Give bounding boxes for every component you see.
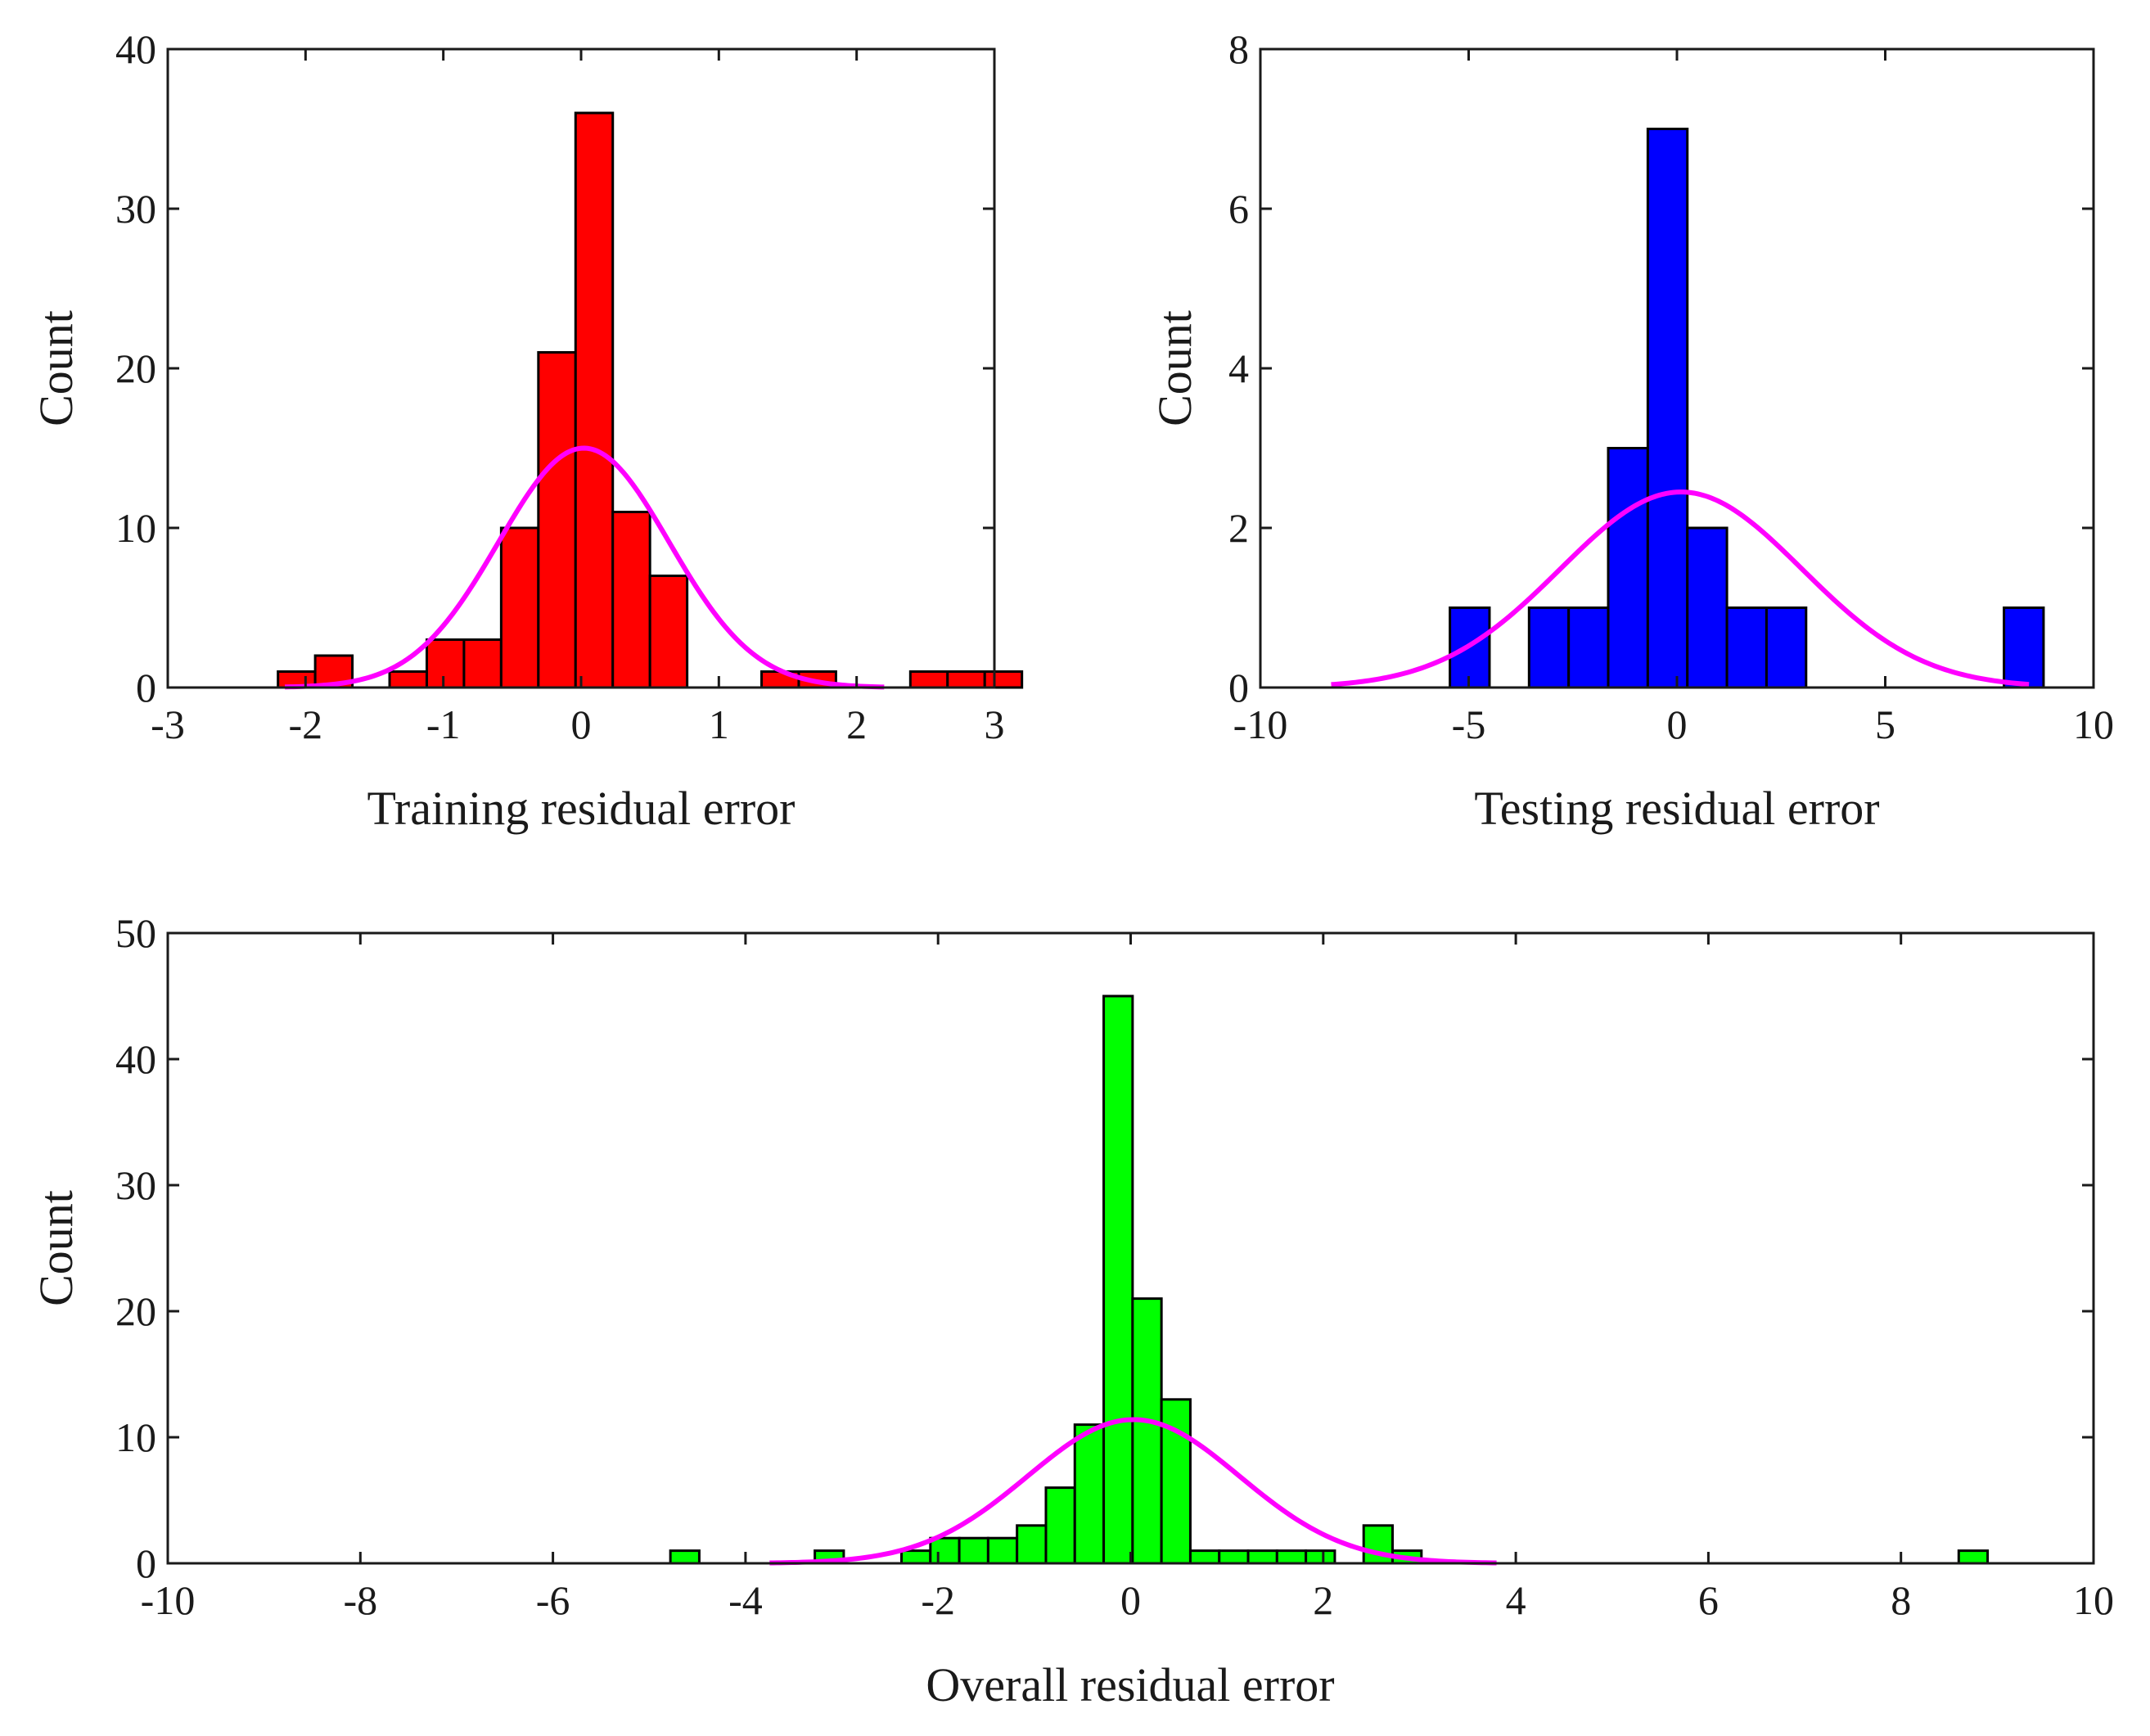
overall-x-tick-label-9: 8 <box>1891 1577 1911 1623</box>
training-bar-5 <box>499 526 540 689</box>
overall-bars <box>669 994 1990 1565</box>
testing-bar-3 <box>1607 447 1649 689</box>
overall-bar-14 <box>1246 1549 1278 1565</box>
overall-x-tick-label-4: -2 <box>921 1577 955 1623</box>
training-bar-2 <box>388 670 428 689</box>
overall-histogram-panel: -10 -8 -6 -4 -2 0 2 4 6 8 10 0 10 20 30 40 50 Overall re… <box>29 910 2114 1711</box>
testing-bar-2 <box>1567 606 1610 689</box>
testing-bar-7 <box>1765 606 1808 689</box>
overall-fit-curve <box>769 1417 1497 1566</box>
overall-y-tick-label-4: 40 <box>115 1036 156 1082</box>
overall-bar-12 <box>1188 1549 1221 1565</box>
testing-bar-8 <box>2003 606 2045 689</box>
overall-x-tick-label-7: 4 <box>1506 1577 1526 1623</box>
training-y-tick-label-1: 10 <box>115 505 156 551</box>
testing-x-tick-label-0: -10 <box>1233 701 1288 747</box>
overall-y-axis-title: Count <box>29 1190 83 1306</box>
testing-x-tick-label-4: 10 <box>2073 701 2114 747</box>
overall-bar-2 <box>899 1549 932 1565</box>
overall-bar-10 <box>1131 1297 1163 1565</box>
overall-y-tick-label-3: 30 <box>115 1162 156 1208</box>
testing-x-tick-label-3: 5 <box>1875 701 1895 747</box>
testing-histogram-panel: -10 -5 0 5 10 0 2 4 6 8 Testing residual error Co… <box>1148 26 2114 835</box>
training-y-tick-label-2: 20 <box>115 345 156 391</box>
training-bar-13 <box>946 670 986 689</box>
testing-y-tick-label-4: 8 <box>1228 26 1249 72</box>
overall-x-tick-label-5: 0 <box>1120 1577 1141 1623</box>
training-fit-curve <box>285 445 885 690</box>
training-bar-7 <box>574 111 615 689</box>
training-bar-9 <box>648 575 689 689</box>
testing-y-axis-title: Count <box>1148 310 1201 426</box>
overall-bar-15 <box>1275 1549 1308 1565</box>
overall-bar-13 <box>1218 1549 1250 1565</box>
training-y-tick-label-3: 30 <box>115 186 156 232</box>
overall-x-tick-label-3: -4 <box>728 1577 763 1623</box>
training-x-tick-label-4: 1 <box>709 701 729 747</box>
overall-y-tick-label-2: 20 <box>115 1288 156 1334</box>
training-x-tick-label-5: 2 <box>846 701 867 747</box>
testing-x-tick-label-1: -5 <box>1452 701 1486 747</box>
overall-bar-9 <box>1102 994 1134 1565</box>
overall-bar-8 <box>1073 1423 1106 1565</box>
overall-x-tick-label-2: -6 <box>536 1577 570 1623</box>
testing-fit-curve <box>1331 489 2030 688</box>
testing-bar-4 <box>1646 128 1689 689</box>
training-x-axis-title: Training residual error <box>367 782 796 835</box>
overall-x-tick-label-8: 6 <box>1698 1577 1719 1623</box>
training-x-tick-label-6: 3 <box>985 701 1005 747</box>
training-x-tick-label-3: 0 <box>571 701 592 747</box>
training-y-tick-label-4: 40 <box>115 26 156 72</box>
overall-y-tick-label-1: 10 <box>115 1414 156 1460</box>
overall-bar-3 <box>929 1536 961 1565</box>
testing-bar-1 <box>1527 606 1571 689</box>
training-x-tick-label-2: -1 <box>426 701 461 747</box>
testing-y-tick-label-0: 0 <box>1228 665 1249 710</box>
testing-y-tick-label-1: 2 <box>1228 505 1249 551</box>
training-bar-8 <box>611 511 651 689</box>
training-bar-14 <box>983 670 1024 689</box>
testing-ticks: -10 -5 0 5 10 0 2 4 6 8 <box>1228 26 2114 747</box>
overall-bar-16 <box>1305 1549 1336 1565</box>
testing-bars <box>1449 128 2045 689</box>
training-y-tick-label-0: 0 <box>136 665 156 710</box>
overall-y-tick-label-5: 50 <box>115 910 156 956</box>
training-x-tick-label-1: -2 <box>289 701 323 747</box>
testing-bar-6 <box>1725 606 1768 689</box>
training-x-tick-label-0: -3 <box>151 701 185 747</box>
overall-x-tick-label-6: 2 <box>1313 1577 1333 1623</box>
overall-ticks: -10 -8 -6 -4 -2 0 2 4 6 8 10 0 10 20 30 40 50 <box>115 910 2114 1623</box>
overall-bar-7 <box>1044 1486 1076 1565</box>
overall-bar-0 <box>669 1549 701 1565</box>
training-y-axis-title: Count <box>29 310 83 426</box>
overall-x-tick-label-0: -10 <box>141 1577 196 1623</box>
overall-bar-5 <box>986 1536 1019 1565</box>
training-bar-12 <box>908 670 949 689</box>
overall-bar-19 <box>1957 1549 1990 1565</box>
testing-x-axis-title: Testing residual error <box>1474 782 1879 835</box>
overall-x-axis-title: Overall residual error <box>926 1658 1334 1711</box>
overall-x-tick-label-10: 10 <box>2073 1577 2114 1623</box>
training-bar-6 <box>537 351 577 689</box>
testing-bar-5 <box>1686 526 1729 689</box>
training-bar-4 <box>462 638 503 689</box>
testing-y-tick-label-2: 4 <box>1228 345 1249 391</box>
overall-y-tick-label-0: 0 <box>136 1540 156 1586</box>
testing-y-tick-label-3: 6 <box>1228 186 1249 232</box>
overall-bar-6 <box>1016 1524 1048 1565</box>
testing-x-tick-label-2: 0 <box>1667 701 1688 747</box>
overall-bar-4 <box>958 1536 989 1565</box>
overall-x-tick-label-1: -8 <box>343 1577 377 1623</box>
training-bar-3 <box>425 638 466 689</box>
